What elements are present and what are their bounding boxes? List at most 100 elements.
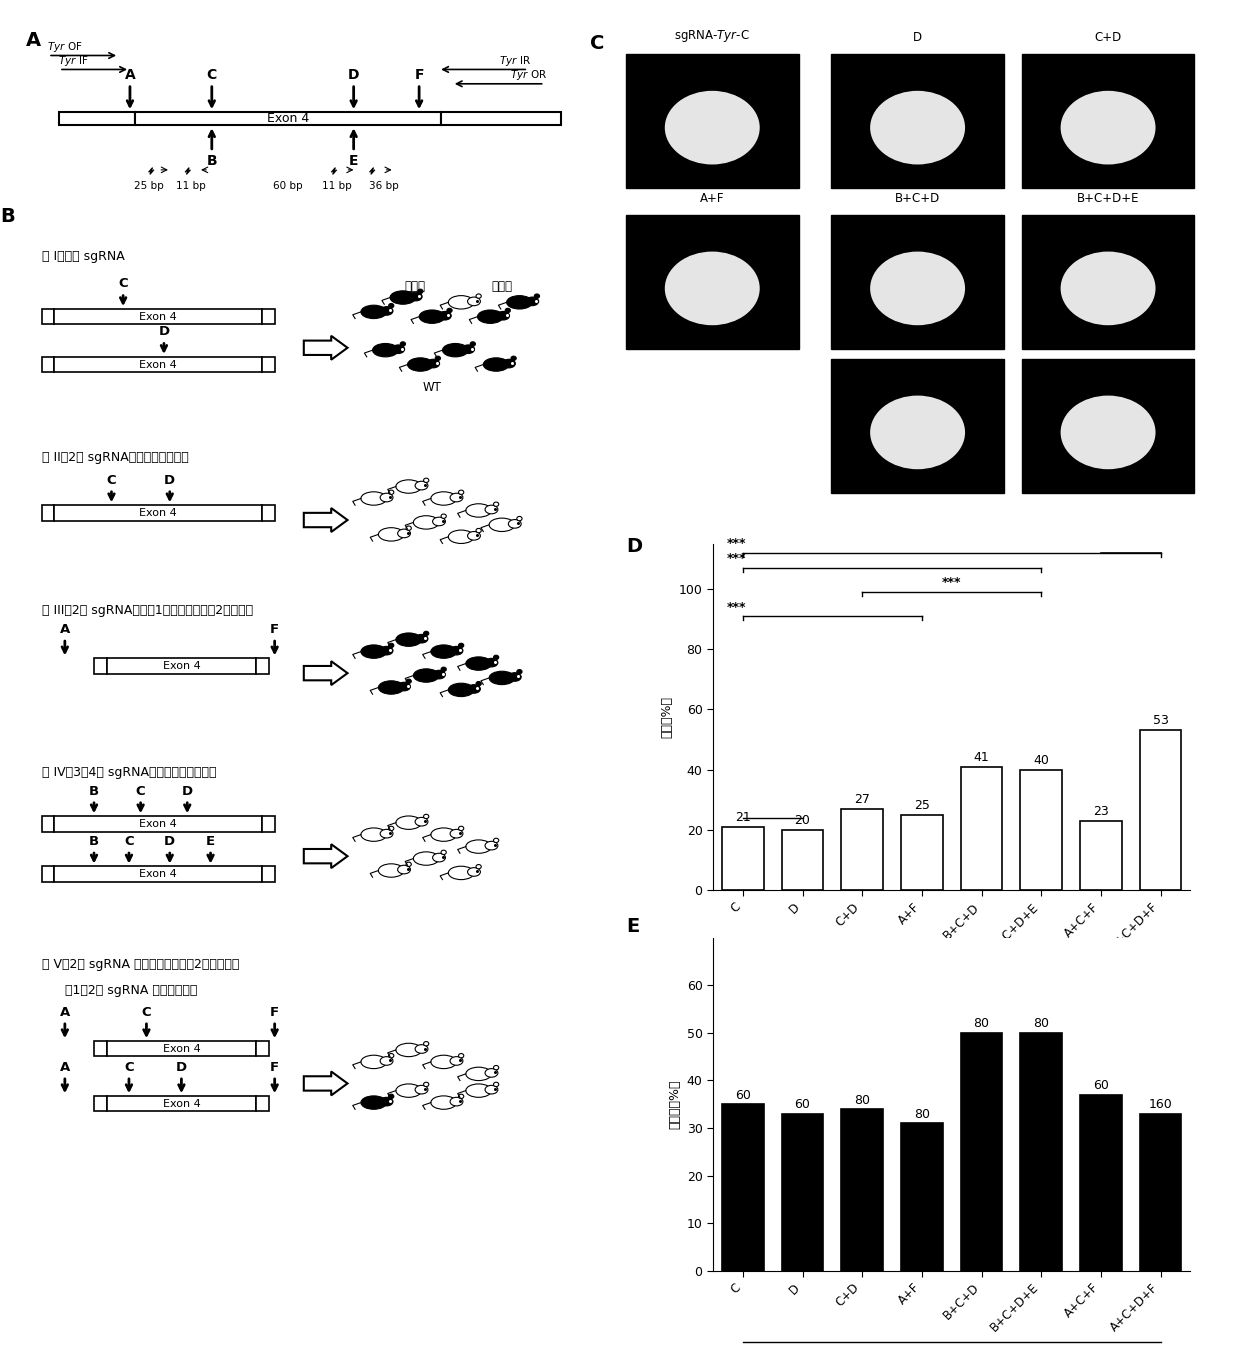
Ellipse shape xyxy=(450,647,463,655)
Text: Exon 4: Exon 4 xyxy=(139,508,177,518)
Ellipse shape xyxy=(398,866,410,874)
Ellipse shape xyxy=(378,864,404,877)
Ellipse shape xyxy=(439,311,451,319)
Ellipse shape xyxy=(446,308,453,313)
Ellipse shape xyxy=(396,815,422,829)
Bar xyxy=(626,215,799,349)
Bar xyxy=(107,1041,255,1056)
Bar xyxy=(841,809,883,890)
Text: 160: 160 xyxy=(1148,1098,1173,1112)
Text: ***: *** xyxy=(727,552,746,565)
Ellipse shape xyxy=(378,527,404,541)
Text: D: D xyxy=(913,31,923,43)
Ellipse shape xyxy=(361,646,387,658)
Ellipse shape xyxy=(467,531,480,540)
Bar xyxy=(42,817,55,832)
Ellipse shape xyxy=(466,504,491,518)
Text: 21: 21 xyxy=(735,811,750,824)
Text: 25: 25 xyxy=(914,799,930,811)
Bar xyxy=(1080,1095,1122,1271)
Bar xyxy=(262,867,275,882)
Text: B+C+D: B+C+D xyxy=(895,192,940,205)
Text: 41: 41 xyxy=(973,750,990,764)
Ellipse shape xyxy=(427,359,440,368)
Ellipse shape xyxy=(485,658,498,667)
Text: ***: *** xyxy=(727,537,746,550)
Bar xyxy=(831,54,1004,188)
Text: E: E xyxy=(348,154,358,167)
Text: Exon 4: Exon 4 xyxy=(162,1099,201,1109)
Ellipse shape xyxy=(381,493,393,501)
Text: D: D xyxy=(159,325,170,338)
Text: 60: 60 xyxy=(1092,1079,1109,1093)
Text: 80: 80 xyxy=(973,1018,990,1030)
Bar xyxy=(55,506,262,520)
Text: A+F: A+F xyxy=(701,192,724,205)
Ellipse shape xyxy=(441,514,446,518)
Bar xyxy=(901,815,942,890)
Ellipse shape xyxy=(388,303,394,308)
Text: A: A xyxy=(60,1060,69,1074)
Bar xyxy=(55,867,262,882)
Text: Exon 4: Exon 4 xyxy=(162,1044,201,1053)
Ellipse shape xyxy=(361,1055,387,1068)
Text: C: C xyxy=(107,473,117,487)
Text: 组 III：2个 sgRNA，靶向1个外显子侧翼的2个内含子: 组 III：2个 sgRNA，靶向1个外显子侧翼的2个内含子 xyxy=(42,603,253,617)
Text: 40: 40 xyxy=(1033,754,1049,766)
Ellipse shape xyxy=(476,529,481,533)
Ellipse shape xyxy=(398,529,410,538)
Ellipse shape xyxy=(517,516,522,520)
Text: 组 IV：3或4个 sgRNA，靶向相同的外显子: 组 IV：3或4个 sgRNA，靶向相同的外显子 xyxy=(42,766,216,780)
Ellipse shape xyxy=(477,310,503,323)
Bar xyxy=(42,308,55,325)
Text: 20: 20 xyxy=(795,814,811,826)
Bar xyxy=(94,658,107,674)
Ellipse shape xyxy=(392,345,404,353)
Bar xyxy=(626,54,799,188)
Ellipse shape xyxy=(505,308,511,313)
Ellipse shape xyxy=(413,852,439,866)
Ellipse shape xyxy=(467,298,480,306)
Ellipse shape xyxy=(485,1086,498,1094)
Text: $\it{Tyr}$ IR: $\it{Tyr}$ IR xyxy=(498,53,531,68)
Bar xyxy=(1021,1033,1063,1271)
Ellipse shape xyxy=(508,519,521,529)
Ellipse shape xyxy=(372,344,398,357)
Ellipse shape xyxy=(459,1053,464,1057)
Text: D: D xyxy=(182,784,192,798)
Ellipse shape xyxy=(526,298,538,306)
Ellipse shape xyxy=(449,530,474,544)
Ellipse shape xyxy=(391,291,415,304)
Bar xyxy=(1022,54,1194,188)
Text: C: C xyxy=(207,68,217,82)
Text: A: A xyxy=(26,31,41,50)
Text: A: A xyxy=(60,622,69,636)
Ellipse shape xyxy=(381,829,393,839)
Bar xyxy=(42,867,55,882)
Bar xyxy=(1140,730,1182,890)
Ellipse shape xyxy=(424,814,429,818)
Ellipse shape xyxy=(494,655,498,659)
Text: 11 bp: 11 bp xyxy=(176,181,206,192)
Ellipse shape xyxy=(398,682,410,690)
Bar xyxy=(42,357,55,372)
FancyArrow shape xyxy=(304,844,347,868)
Bar xyxy=(94,1097,107,1112)
Text: Exon 4: Exon 4 xyxy=(162,660,201,671)
Ellipse shape xyxy=(378,681,404,694)
Bar xyxy=(42,506,55,520)
Ellipse shape xyxy=(466,1084,491,1097)
Ellipse shape xyxy=(405,526,412,530)
Ellipse shape xyxy=(461,345,475,353)
Text: 组 I：单个 sgRNA: 组 I：单个 sgRNA xyxy=(42,250,124,262)
Ellipse shape xyxy=(361,1095,387,1109)
Ellipse shape xyxy=(450,1057,463,1065)
Text: D: D xyxy=(176,1060,187,1074)
Text: C: C xyxy=(590,34,605,53)
Text: C: C xyxy=(124,1060,134,1074)
Text: C: C xyxy=(124,834,134,848)
Ellipse shape xyxy=(430,1055,456,1068)
Ellipse shape xyxy=(449,866,474,879)
Ellipse shape xyxy=(494,1065,498,1070)
Bar xyxy=(901,1123,942,1271)
